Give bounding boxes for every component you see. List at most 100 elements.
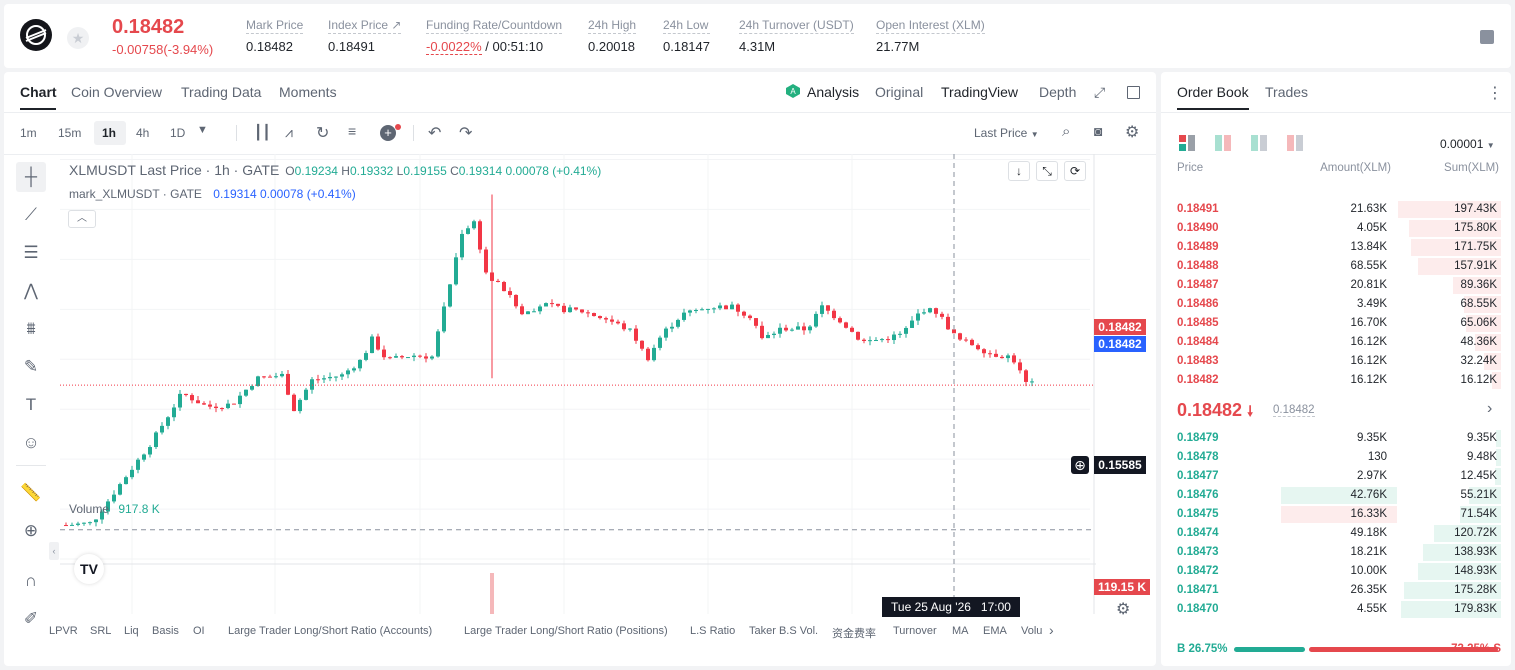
indicator-7[interactable]: L.S Ratio xyxy=(690,625,736,637)
indicators-scroll-right-icon[interactable]: › xyxy=(1049,622,1054,638)
timeframe-15m[interactable]: 15m xyxy=(58,126,82,140)
candlestick-chart[interactable]: 0.230000.220000.210000.199990.189990.179… xyxy=(60,154,1100,614)
indicator-11[interactable]: MA xyxy=(952,625,969,637)
chevron-right-icon[interactable]: › xyxy=(1487,400,1493,417)
bid-row[interactable]: 0.18479 9.35K 9.35K xyxy=(1161,429,1511,448)
indicator-3[interactable]: Basis xyxy=(152,625,179,637)
timeframe-dropdown-icon[interactable]: ▼ xyxy=(197,124,208,136)
ask-row[interactable]: 0.18484 16.12K 48.36K xyxy=(1161,333,1511,352)
reset-chart-icon[interactable]: ⟳ xyxy=(1064,161,1086,181)
bid-row[interactable]: 0.18471 26.35K 175.28K xyxy=(1161,581,1511,600)
tab-original[interactable]: Original xyxy=(875,84,924,100)
gear-icon[interactable]: ⚙ xyxy=(1125,124,1140,141)
ask-row[interactable]: 0.18490 4.05K 175.80K xyxy=(1161,219,1511,238)
templates-icon[interactable]: ≡ xyxy=(348,123,357,139)
indicator-10[interactable]: Turnover xyxy=(893,625,937,637)
ask-row[interactable]: 0.18486 3.49K 68.55K xyxy=(1161,295,1511,314)
scroll-down-icon[interactable]: ↓ xyxy=(1008,161,1030,181)
tab-depth[interactable]: Depth xyxy=(1039,84,1077,100)
indicator-9[interactable]: 资金费率 xyxy=(832,628,876,640)
view-bids-icon[interactable] xyxy=(1251,135,1267,156)
tab-trading-data[interactable]: Trading Data xyxy=(181,84,262,100)
indicators-icon[interactable]: ⩘ xyxy=(285,124,293,140)
magnet-tool-icon[interactable]: ∩ xyxy=(24,571,38,590)
bid-row[interactable]: 0.18476 42.76K 55.21K xyxy=(1161,486,1511,505)
ask-row[interactable]: 0.18489 13.84K 171.75K xyxy=(1161,238,1511,257)
timeframe-4h[interactable]: 4h xyxy=(136,126,150,140)
ask-row[interactable]: 0.18487 20.81K 89.36K xyxy=(1161,276,1511,295)
pattern-tool-icon[interactable]: ⋀ xyxy=(24,281,38,300)
add-crosshair-alert-icon[interactable]: ⊕ xyxy=(1071,456,1089,474)
add-alert-icon[interactable]: + xyxy=(380,125,396,141)
view-both-icon[interactable] xyxy=(1179,135,1195,156)
prediction-tool-icon[interactable]: ⩩ xyxy=(26,319,36,338)
tab-chart[interactable]: Chart xyxy=(20,84,57,100)
window-icon[interactable] xyxy=(1127,86,1140,99)
chart-settings-icon[interactable]: ⚙ xyxy=(1116,601,1131,618)
collapse-icon[interactable]: ⤡ xyxy=(1036,161,1058,181)
ask-row[interactable]: 0.18488 68.55K 157.91K xyxy=(1161,257,1511,276)
crosshair-tool-icon[interactable]: ┼ xyxy=(16,162,46,192)
indicator-4[interactable]: OI xyxy=(193,625,205,637)
indicator-1[interactable]: SRL xyxy=(90,625,112,637)
collapse-legend-icon[interactable]: ︿ xyxy=(68,210,96,228)
stat-label[interactable]: Index Price ↗ xyxy=(328,18,402,34)
collapse-toolbar-icon[interactable]: ‹ xyxy=(49,542,59,560)
stat-label[interactable]: Open Interest (XLM) xyxy=(876,18,985,34)
indicator-6[interactable]: Large Trader Long/Short Ratio (Positions… xyxy=(464,625,668,637)
bid-row[interactable]: 0.18475 16.33K 71.54K xyxy=(1161,505,1511,524)
stat-label[interactable]: 24h High xyxy=(588,18,637,34)
view-asks-icon[interactable] xyxy=(1287,135,1303,156)
ask-row[interactable]: 0.18482 16.12K 16.12K xyxy=(1161,371,1511,390)
candle-type-icon[interactable]: ┃┃ xyxy=(254,124,271,140)
tab-moments[interactable]: Moments xyxy=(279,84,337,100)
indicator-5[interactable]: Large Trader Long/Short Ratio (Accounts) xyxy=(228,625,433,637)
more-options-icon[interactable]: ⋮ xyxy=(1487,85,1503,102)
notes-icon[interactable] xyxy=(1480,30,1494,44)
indicator-12[interactable]: EMA xyxy=(983,625,1007,637)
redo-icon[interactable]: ↷ xyxy=(459,125,473,142)
mid-price[interactable]: 0.18482 🠗 xyxy=(1177,400,1254,420)
favorite-star-icon[interactable]: ★ xyxy=(67,27,89,49)
bid-row[interactable]: 0.18470 4.55K 179.83K xyxy=(1161,600,1511,619)
stat-label[interactable]: 24h Low xyxy=(663,18,710,34)
view-mixed-icon[interactable] xyxy=(1215,135,1231,156)
lock-draw-tool-icon[interactable]: ✐ xyxy=(23,609,39,628)
tab-order-book[interactable]: Order Book xyxy=(1177,84,1249,100)
stat-label[interactable]: 24h Turnover (USDT) xyxy=(739,18,854,34)
tab-coin-overview[interactable]: Coin Overview xyxy=(71,84,163,100)
timeframe-1h[interactable]: 1h xyxy=(102,126,117,140)
tab-trades[interactable]: Trades xyxy=(1265,84,1309,100)
bid-row[interactable]: 0.18472 10.00K 148.93K xyxy=(1161,562,1511,581)
zoom-in-tool-icon[interactable]: ⊕ xyxy=(23,521,39,540)
precision-select[interactable]: 0.00001 ▼ xyxy=(1440,137,1495,151)
tab-tradingview[interactable]: TradingView xyxy=(941,84,1019,100)
price-type-select[interactable]: Last Price ▼ xyxy=(974,126,1039,140)
compare-icon[interactable]: ↻ xyxy=(316,125,330,142)
bid-row[interactable]: 0.18473 18.21K 138.93K xyxy=(1161,543,1511,562)
bid-row[interactable]: 0.18474 49.18K 120.72K xyxy=(1161,524,1511,543)
fullscreen-icon[interactable]: ⤢ xyxy=(1094,84,1106,100)
indicator-8[interactable]: Taker B.S Vol. xyxy=(749,625,819,637)
text-tool-icon[interactable]: T xyxy=(25,395,37,414)
indicator-13[interactable]: Volu xyxy=(1021,625,1043,637)
analysis-button[interactable]: Analysis xyxy=(807,84,860,100)
camera-icon[interactable]: ◙ xyxy=(1094,123,1103,139)
ask-row[interactable]: 0.18491 21.63K 197.43K xyxy=(1161,200,1511,219)
fib-tool-icon[interactable]: ☰ xyxy=(23,243,39,262)
indicator-2[interactable]: Liq xyxy=(124,625,139,637)
trend-line-tool-icon[interactable]: ⟋ xyxy=(25,205,37,224)
ask-row[interactable]: 0.18485 16.70K 65.06K xyxy=(1161,314,1511,333)
bid-row[interactable]: 0.18477 2.97K 12.45K xyxy=(1161,467,1511,486)
ask-row[interactable]: 0.18483 16.12K 32.24K xyxy=(1161,352,1511,371)
bid-row[interactable]: 0.18478 130 9.48K xyxy=(1161,448,1511,467)
undo-icon[interactable]: ↶ xyxy=(428,125,442,142)
stat-label[interactable]: Funding Rate/Countdown xyxy=(426,18,563,34)
tradingview-logo-icon[interactable]: TV xyxy=(74,554,104,584)
search-icon[interactable]: ⌕ xyxy=(1062,123,1071,140)
stat-label[interactable]: Mark Price xyxy=(246,18,304,34)
timeframe-1m[interactable]: 1m xyxy=(20,126,37,140)
brush-tool-icon[interactable]: ✎ xyxy=(23,357,39,376)
emoji-tool-icon[interactable]: ☺ xyxy=(22,433,40,452)
ruler-tool-icon[interactable]: 📏 xyxy=(20,483,42,502)
